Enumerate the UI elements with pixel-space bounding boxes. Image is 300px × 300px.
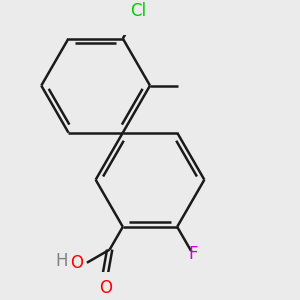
Text: F: F	[188, 245, 198, 263]
Text: H: H	[55, 252, 68, 270]
Text: Cl: Cl	[130, 2, 147, 20]
Text: O: O	[99, 279, 112, 297]
Text: O: O	[70, 254, 83, 272]
